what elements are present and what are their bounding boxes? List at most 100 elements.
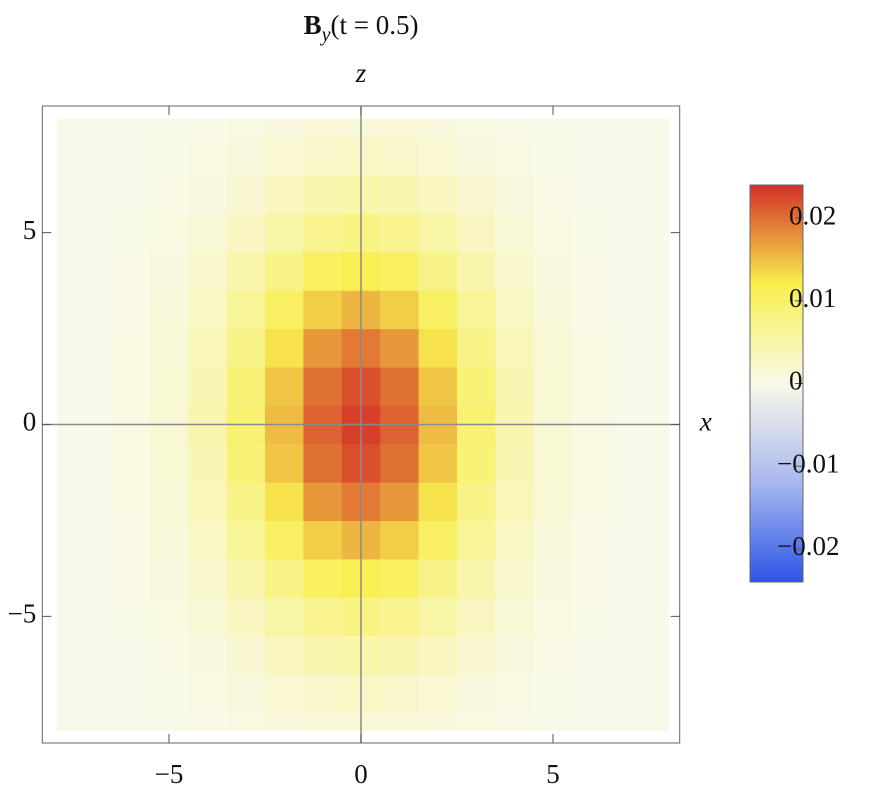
cell: [73, 366, 113, 406]
cell: [495, 366, 535, 406]
cell: [57, 597, 74, 637]
cell: [533, 136, 573, 176]
cell: [380, 597, 420, 637]
cell: [226, 290, 266, 330]
y-tick-label: 0: [23, 407, 37, 437]
colorbar-tick-label: 0.01: [789, 283, 836, 313]
cell: [57, 119, 74, 138]
cell: [418, 251, 458, 291]
cell: [648, 328, 669, 368]
cell: [380, 366, 420, 406]
cell: [572, 175, 612, 215]
cell: [73, 290, 113, 330]
cell: [380, 520, 420, 560]
cell: [572, 597, 612, 637]
cell: [533, 175, 573, 215]
cell: [226, 443, 266, 483]
cell: [456, 673, 496, 713]
cell: [265, 175, 305, 215]
cell: [57, 366, 74, 406]
cell: [418, 558, 458, 598]
cell: [648, 558, 669, 598]
cell: [572, 635, 612, 675]
cell: [188, 482, 228, 522]
cell: [572, 119, 612, 138]
cell: [572, 520, 612, 560]
cell: [456, 290, 496, 330]
cell: [226, 251, 266, 291]
cell: [149, 443, 189, 483]
cell: [610, 213, 650, 253]
cell: [380, 136, 420, 176]
cell: [648, 443, 669, 483]
cell: [111, 136, 151, 176]
cell: [380, 251, 420, 291]
cell: [149, 119, 189, 138]
colorbar: [749, 184, 804, 583]
cell: [149, 635, 189, 675]
cell: [572, 290, 612, 330]
cell: [265, 597, 305, 637]
cell: [380, 712, 420, 731]
cell: [648, 213, 669, 253]
cell: [226, 712, 266, 731]
cell: [303, 673, 343, 713]
cell: [188, 251, 228, 291]
cell: [226, 673, 266, 713]
cell: [495, 136, 535, 176]
cell: [380, 290, 420, 330]
cell: [149, 712, 189, 731]
cell: [188, 328, 228, 368]
cell: [533, 482, 573, 522]
cell: [456, 119, 496, 138]
cell: [57, 443, 74, 483]
cell: [111, 635, 151, 675]
x-tick-label: 5: [546, 759, 560, 789]
colorbar-tick-label: −0.01: [777, 448, 839, 478]
cell: [533, 328, 573, 368]
cell: [495, 251, 535, 291]
cell: [188, 136, 228, 176]
cell: [149, 328, 189, 368]
cell: [226, 366, 266, 406]
cell: [57, 136, 74, 176]
cell: [188, 119, 228, 138]
cell: [57, 290, 74, 330]
cell: [265, 366, 305, 406]
cell: [303, 482, 343, 522]
cell: [610, 520, 650, 560]
cell: [533, 251, 573, 291]
cell: [73, 558, 113, 598]
cell: [265, 328, 305, 368]
cell: [73, 251, 113, 291]
cell: [456, 443, 496, 483]
cell: [495, 290, 535, 330]
cell: [572, 673, 612, 713]
cell: [495, 213, 535, 253]
cell: [303, 366, 343, 406]
cell: [149, 558, 189, 598]
cell: [111, 673, 151, 713]
cell: [226, 482, 266, 522]
cell: [149, 597, 189, 637]
colorbar-tick-label: −0.02: [777, 531, 839, 561]
cell: [572, 482, 612, 522]
cell: [57, 558, 74, 598]
cell: [265, 673, 305, 713]
cell: [149, 290, 189, 330]
cell: [57, 328, 74, 368]
cell: [648, 251, 669, 291]
cell: [226, 175, 266, 215]
cell: [533, 443, 573, 483]
cell: [149, 213, 189, 253]
cell: [456, 597, 496, 637]
cell: [111, 558, 151, 598]
chart-title: By(t = 0.5): [304, 10, 419, 45]
cell: [495, 520, 535, 560]
cell: [456, 136, 496, 176]
cell: [572, 213, 612, 253]
cell: [303, 520, 343, 560]
cell: [418, 635, 458, 675]
cell: [418, 290, 458, 330]
cell: [572, 712, 612, 731]
